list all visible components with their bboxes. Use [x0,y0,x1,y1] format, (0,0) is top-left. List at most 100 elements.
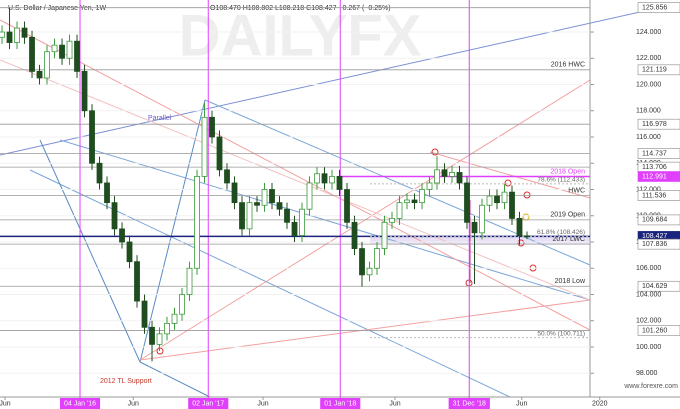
level-label-bg [637,238,680,250]
candle-body [126,241,133,263]
steep-line [139,361,211,398]
candle-body [36,70,43,79]
y-tick-label: 102.000 [636,318,661,325]
candle-body [6,31,13,43]
candle-body [411,199,418,204]
level-note: HWC [568,187,585,194]
pivot-marker [431,148,439,156]
candle-body [509,191,515,219]
x-tick-label: Jun [516,400,527,407]
candle-body [201,116,208,177]
x-tick-label: 01 Jan '18 [324,400,356,407]
y-tick-label: 100.000 [636,344,661,351]
support-zone [370,236,590,244]
level-label-bg [637,280,680,292]
candle-body [329,175,335,184]
y-tick-label: 98.000 [636,370,658,377]
x-tick-label: 02 Jan '17 [192,400,224,407]
candle-body [14,27,20,43]
candle-body [464,182,470,223]
candle-body [231,182,238,204]
candle-body [366,267,373,276]
candle-body [269,189,275,204]
red-line [0,19,591,331]
level-note: 2017 LWC [552,236,585,243]
x-tick-label: 04 Jan '16 [64,400,96,407]
x-tick-label: Jun [0,400,11,407]
level-label-bg [637,118,680,130]
candle-body [51,44,58,53]
candle-body [321,173,328,184]
candle-body [471,221,478,234]
x-label-bg [188,398,229,409]
parallel-line [0,11,641,156]
candle-body [96,162,103,184]
candle-body [149,326,155,345]
level-note: 2018 Open [550,168,585,175]
x-tick-label: 31 Dec '18 [453,400,486,407]
candle-body [239,202,245,230]
candle-body [306,182,313,210]
candle-body [449,172,455,177]
pivot-marker [523,191,531,199]
level-label: 116.978 [642,121,667,128]
candle-body [186,267,193,295]
x-label-bg [320,398,361,409]
candle-body [486,195,493,206]
candle-body [479,204,485,234]
candle-body [171,313,178,324]
fib-label: 50.0% (100.711) [537,330,585,337]
candle-body [29,36,35,72]
y-tick-label: 122.000 [636,55,661,62]
candle-body [404,199,410,204]
candle-body [456,172,463,184]
candle-body [224,169,230,184]
red-line [0,59,591,301]
candle-body [396,202,403,219]
candle-body [134,261,140,302]
level-note: 2018 Low [555,278,586,285]
steep-line [139,99,206,363]
pivot-marker [517,239,525,247]
x-label-bg [448,398,490,409]
candle-body [194,175,200,269]
level-note: 2016 HWC [551,62,585,69]
level-label: 112.991 [642,173,667,180]
candle-body [261,189,268,206]
red-line [139,299,591,361]
candle-body [314,173,320,184]
candle-body [0,31,5,38]
candle-body [374,248,380,269]
trendlines [0,11,641,398]
level-label: 104.629 [642,283,667,290]
x-label-bg [59,398,101,409]
candle-body [59,44,65,59]
level-label: 111.536 [642,192,666,199]
chart-title: U.S. Dollar / Japanese Yen, 1W [8,5,106,12]
level-label: 125.856 [642,5,667,12]
candle-body [179,294,185,315]
level-note: 2019 Open [550,212,585,219]
candle-body [209,116,215,138]
level-label: 109.684 [642,217,667,224]
fib-label: 78.6% (112.433) [537,177,585,184]
candle-body [21,27,28,38]
level-label: 121.119 [642,67,667,74]
steep-line [39,139,141,363]
candle-body [81,70,88,112]
candle-body [119,228,125,243]
candle-body [276,202,283,210]
candle-body [141,300,148,328]
level-label-bg [637,190,680,201]
candle-body [164,322,170,335]
channel-outer [29,169,511,398]
x-tick-label: Jun [389,400,400,407]
level-label: 108.427 [642,233,667,240]
level-label-bg [637,171,680,182]
level-label: 107.836 [642,241,667,248]
x-tick-label: 2020 [592,400,608,407]
watermark: DAILYFX [179,3,422,68]
candle-body [381,221,388,249]
candle-body [89,110,95,164]
